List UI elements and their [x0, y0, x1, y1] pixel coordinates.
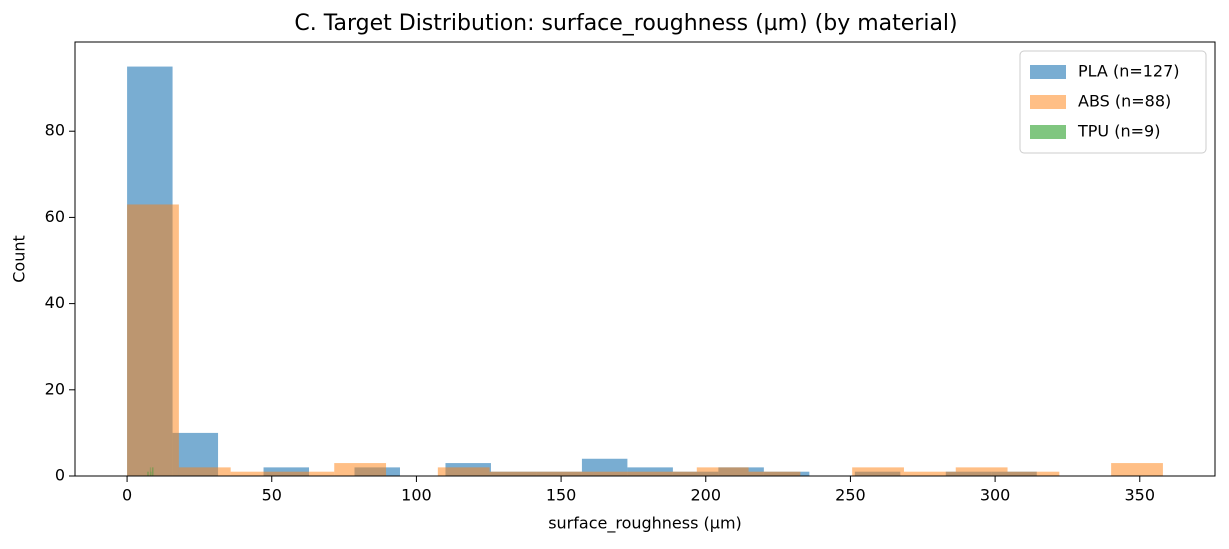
histogram-bar — [541, 471, 594, 476]
x-tick-label: 300 — [980, 486, 1011, 505]
x-tick-label: 200 — [690, 486, 721, 505]
y-axis-label: Count — [10, 235, 29, 283]
histogram-bar — [151, 467, 153, 476]
x-tick-label: 100 — [401, 486, 432, 505]
legend-box — [1019, 50, 1207, 154]
y-tick-label: 0 — [55, 466, 65, 485]
histogram-bar — [147, 471, 148, 476]
histogram-bar — [150, 471, 152, 476]
histogram-bar — [178, 467, 231, 476]
histogram-bar — [1007, 471, 1060, 476]
histogram-bar — [489, 471, 542, 476]
legend-label: ABS (n=88) — [1078, 92, 1171, 111]
histogram-bar — [152, 467, 154, 476]
histogram-bar — [852, 467, 904, 476]
x-axis-label: surface_roughness (µm) — [548, 514, 742, 534]
histogram-bar — [282, 471, 335, 476]
y-tick-label: 60 — [45, 207, 65, 226]
histogram-bar — [903, 471, 956, 476]
chart-title: C. Target Distribution: surface_roughnes… — [294, 11, 957, 36]
histogram-bar — [230, 471, 283, 476]
histogram-bar — [593, 471, 645, 476]
histogram-bar — [149, 467, 151, 476]
histogram-bar — [437, 467, 490, 476]
legend-label: TPU (n=9) — [1077, 122, 1160, 141]
legend-label: PLA (n=127) — [1078, 62, 1180, 81]
histogram-bar — [645, 471, 697, 476]
histogram-bar — [148, 471, 149, 476]
histogram-bar — [1111, 463, 1163, 476]
x-tick-label: 350 — [1124, 486, 1155, 505]
histogram-bar — [696, 467, 749, 476]
legend-swatch — [1030, 125, 1066, 139]
x-tick-label: 0 — [122, 486, 132, 505]
histogram-bar — [334, 463, 387, 476]
x-tick-label: 50 — [262, 486, 282, 505]
y-tick-label: 20 — [45, 379, 65, 398]
y-tick-label: 80 — [45, 121, 65, 140]
legend-swatch — [1030, 95, 1066, 109]
x-tick-label: 250 — [835, 486, 866, 505]
histogram-bar — [127, 204, 179, 476]
histogram-bar — [748, 471, 801, 476]
x-tick-label: 150 — [546, 486, 577, 505]
legend: PLA (n=127) ABS (n=88) TPU (n=9) — [1019, 50, 1207, 154]
legend-swatch — [1030, 65, 1066, 79]
y-tick-label: 40 — [45, 293, 65, 312]
plot-frame — [74, 41, 1216, 477]
histogram-bar — [955, 467, 1008, 476]
